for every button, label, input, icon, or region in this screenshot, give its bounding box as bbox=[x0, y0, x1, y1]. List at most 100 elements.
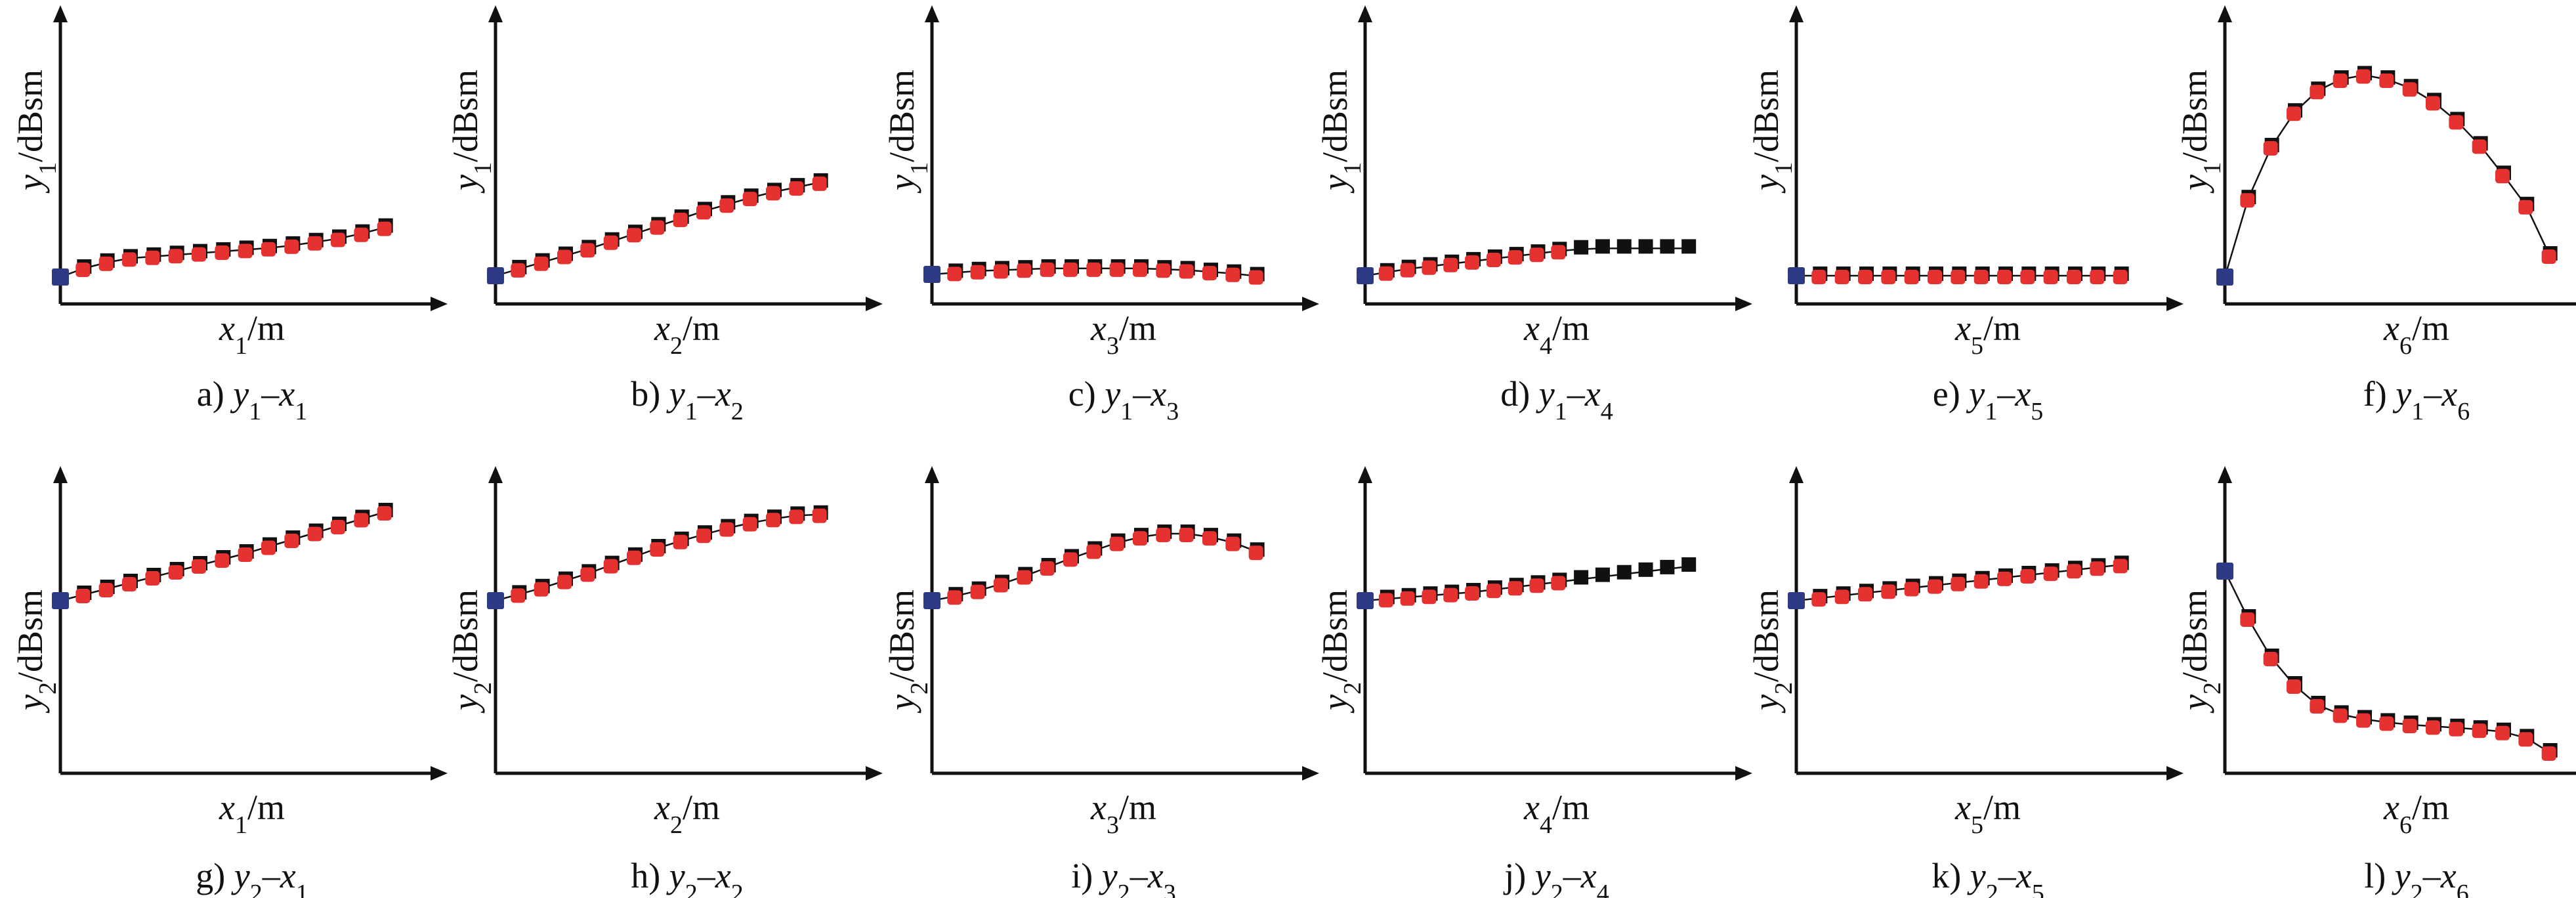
data-point-origin bbox=[2216, 268, 2233, 286]
x-axis-label: x5/m bbox=[1954, 309, 2021, 360]
data-point bbox=[1156, 524, 1172, 542]
y-axis-label: y1/dBsm bbox=[882, 70, 933, 194]
data-point bbox=[2356, 66, 2372, 84]
data-point bbox=[766, 509, 782, 528]
data-point bbox=[2090, 267, 2106, 284]
data-point bbox=[1834, 267, 1851, 284]
data-point bbox=[122, 249, 138, 267]
data-point bbox=[970, 581, 986, 599]
data-point bbox=[377, 503, 393, 521]
data-point bbox=[1881, 581, 1897, 599]
data-point bbox=[1574, 570, 1589, 585]
data-point bbox=[1616, 565, 1632, 580]
data-point bbox=[1040, 558, 1056, 576]
data-point bbox=[1595, 567, 1610, 582]
data-point bbox=[1928, 267, 1943, 284]
data-point bbox=[238, 240, 254, 259]
panel-i: y2/dBsm x3/m i) y2–x3 bbox=[882, 466, 1319, 898]
data-point bbox=[1551, 572, 1567, 591]
data-point bbox=[354, 224, 370, 242]
data-point bbox=[1378, 589, 1395, 608]
data-point bbox=[742, 188, 759, 207]
data-point bbox=[557, 571, 573, 589]
data-point bbox=[1063, 259, 1079, 277]
data-point bbox=[284, 530, 301, 548]
x-axis-arrow bbox=[431, 766, 448, 780]
data-point bbox=[1422, 257, 1438, 275]
data-point bbox=[1997, 568, 2013, 586]
data-point bbox=[696, 525, 712, 544]
data-point bbox=[2449, 718, 2465, 737]
y-axis-arrow bbox=[2218, 5, 2232, 22]
panel-a: y1/dBsm x1/m a) y1–x1 bbox=[11, 5, 448, 425]
panel-f: y1/dBsm x6/m f) y1–x6 bbox=[2175, 5, 2576, 425]
data-point bbox=[1017, 260, 1033, 278]
panel-caption: c) y1–x3 bbox=[1068, 374, 1179, 425]
y-axis-arrow bbox=[1789, 466, 1804, 483]
data-point-origin bbox=[487, 267, 504, 284]
data-point bbox=[1443, 254, 1460, 272]
data-point bbox=[168, 562, 184, 580]
data-point bbox=[1660, 559, 1675, 574]
y-axis-label: y2/dBsm bbox=[2175, 589, 2226, 714]
data-point bbox=[1904, 578, 1920, 597]
data-point bbox=[789, 178, 805, 196]
y-axis-arrow bbox=[1358, 5, 1372, 22]
data-point bbox=[1974, 570, 1990, 589]
data-point bbox=[2518, 729, 2535, 747]
x-axis-label: x2/m bbox=[654, 788, 720, 839]
data-point bbox=[1225, 533, 1242, 551]
data-point bbox=[766, 182, 782, 201]
data-point bbox=[1248, 542, 1265, 561]
panel-caption: d) y1–x4 bbox=[1500, 374, 1613, 425]
data-point bbox=[75, 259, 92, 277]
data-point bbox=[1881, 267, 1897, 284]
y-axis-arrow bbox=[2218, 466, 2232, 483]
data-point bbox=[627, 547, 643, 565]
data-point bbox=[2541, 743, 2558, 761]
data-point bbox=[377, 218, 393, 236]
data-point-origin bbox=[923, 266, 940, 283]
data-point bbox=[192, 244, 207, 262]
data-point-origin bbox=[2216, 563, 2233, 580]
data-point bbox=[2113, 555, 2129, 574]
y-axis-label: y1/dBsm bbox=[1315, 70, 1366, 194]
data-point bbox=[812, 505, 828, 523]
data-point bbox=[580, 564, 597, 582]
panel-g: y2/dBsm x1/m g) y2–x1 bbox=[11, 466, 448, 898]
data-point bbox=[789, 506, 805, 524]
data-point bbox=[2287, 676, 2302, 694]
x-axis-arrow bbox=[1302, 766, 1319, 780]
panel-j: y2/dBsm x4/m j) y2–x4 bbox=[1315, 466, 1752, 898]
data-point bbox=[284, 236, 301, 254]
panel-caption: j) y2–x4 bbox=[1503, 856, 1609, 898]
data-point bbox=[2402, 79, 2418, 97]
data-point bbox=[1551, 242, 1567, 260]
data-point bbox=[145, 247, 161, 265]
panel-l: y2/dBsm x6/m l) y2–x6 bbox=[2175, 466, 2576, 898]
data-point bbox=[1400, 259, 1416, 278]
data-point bbox=[1202, 263, 1218, 281]
y-axis-label: y1/dBsm bbox=[11, 70, 62, 194]
y-axis-label: y2/dBsm bbox=[882, 589, 933, 714]
data-point bbox=[215, 242, 231, 260]
data-point-origin bbox=[1788, 267, 1805, 284]
panel-caption: k) y2–x5 bbox=[1932, 856, 2044, 898]
panel-caption: a) y1–x1 bbox=[197, 374, 307, 425]
x-axis-label: x2/m bbox=[654, 309, 720, 360]
data-point bbox=[511, 585, 527, 603]
data-point bbox=[2310, 81, 2326, 100]
data-point bbox=[812, 173, 828, 191]
panel-caption: g) y2–x1 bbox=[196, 856, 308, 898]
x-axis-label: x1/m bbox=[219, 309, 285, 360]
panel-caption: i) y2–x3 bbox=[1071, 856, 1175, 898]
panel-caption: h) y2–x2 bbox=[631, 856, 743, 898]
data-point bbox=[2449, 112, 2465, 130]
data-point bbox=[1638, 562, 1653, 577]
data-point bbox=[1660, 239, 1675, 254]
x-axis-label: x5/m bbox=[1954, 788, 2021, 839]
data-point bbox=[2495, 722, 2511, 740]
data-point bbox=[1616, 239, 1632, 254]
y-axis-label: y2/dBsm bbox=[1315, 589, 1366, 714]
